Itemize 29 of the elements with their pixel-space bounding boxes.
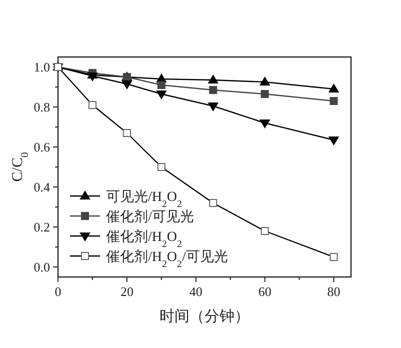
y-tick-label: 1.0 xyxy=(34,60,50,74)
point xyxy=(260,120,270,128)
y-tick-label: 0.6 xyxy=(34,140,50,154)
x-tick-label: 20 xyxy=(120,284,134,299)
point xyxy=(208,102,218,111)
y-tick-label: 0.0 xyxy=(34,260,50,274)
legend-label: 可见光/H$_{2}$O$_{2}$ xyxy=(106,189,182,210)
legend-label: 催化剂/H$_{2}$O$_{2}$/可见光 xyxy=(106,249,228,270)
x-tick-label: 40 xyxy=(189,284,202,299)
point xyxy=(330,97,338,105)
point xyxy=(157,81,166,89)
legend-label: 催化剂/H$_{2}$O$_{2}$ xyxy=(106,229,182,250)
legend-label: 催化剂/可见光 xyxy=(106,209,194,225)
y-tick-label: 0.4 xyxy=(34,180,50,194)
point xyxy=(328,84,339,92)
y-tick-label: 0.2 xyxy=(34,220,50,234)
point xyxy=(87,72,98,81)
point xyxy=(260,77,270,86)
x-tick-label: 60 xyxy=(258,284,272,299)
point xyxy=(208,75,218,84)
x-tick-label: 80 xyxy=(327,284,340,299)
point xyxy=(260,90,269,98)
point xyxy=(122,80,132,89)
x-tick-label: 0 xyxy=(54,284,62,299)
y-tick-label: 0.8 xyxy=(34,100,50,114)
point xyxy=(209,86,218,94)
x-axis-title: 时间（分钟） xyxy=(160,308,250,325)
point xyxy=(328,136,339,145)
point xyxy=(156,90,166,99)
